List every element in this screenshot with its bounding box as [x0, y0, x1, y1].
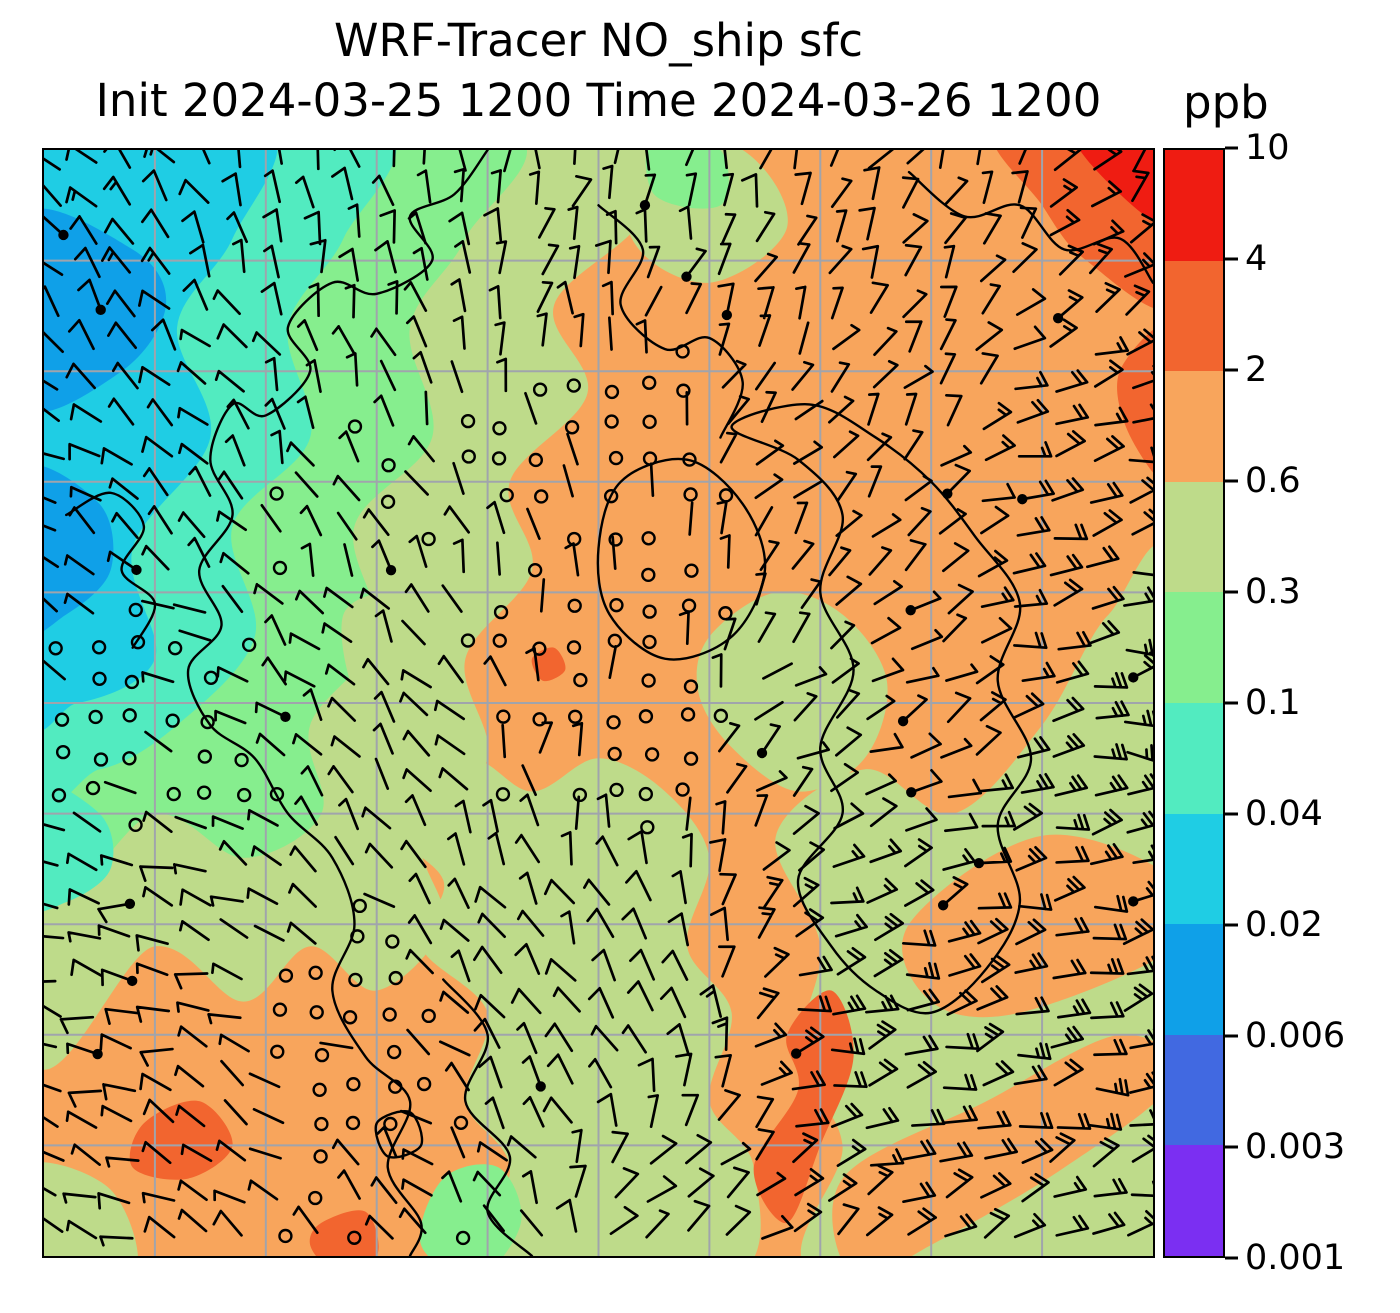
colorbar-segment [1165, 1034, 1223, 1146]
colorbar-tick [1225, 479, 1238, 483]
colorbar-segment [1165, 371, 1223, 482]
colorbar: 10 4 2 0.6 0.3 0.1 0.04 0.02 0.006 0.003 0.001 [1163, 128, 1400, 1278]
colorbar-segment [1165, 813, 1223, 925]
colorbar-segment [1165, 150, 1223, 261]
colorbar-tick [1225, 368, 1238, 372]
colorbar-segment [1165, 1145, 1223, 1256]
colorbar-segment [1165, 924, 1223, 1035]
colorbar-tick [1225, 1034, 1238, 1038]
colorbar-tick [1225, 701, 1238, 705]
colorbar-tick [1225, 812, 1238, 816]
colorbar-segment [1165, 592, 1223, 703]
colorbar-tick-label: 4 [1245, 239, 1268, 279]
colorbar-tick [1225, 590, 1238, 594]
colorbar-tick-label: 2 [1245, 350, 1268, 390]
colorbar-tick-label: 0.003 [1245, 1127, 1346, 1167]
colorbar-tick-label: 0.3 [1245, 572, 1301, 612]
colorbar-tick-label: 0.02 [1245, 905, 1323, 945]
plot-title: WRF-Tracer NO_ship sfc [334, 14, 863, 67]
colorbar-tick-label: 0.001 [1245, 1238, 1346, 1278]
colorbar-segment [1165, 702, 1223, 814]
colorbar-tick [1225, 1145, 1238, 1149]
colorbar-tick-label: 10 [1245, 128, 1290, 168]
colorbar-tick-label: 0.6 [1245, 461, 1301, 501]
colorbar-bar [1163, 148, 1225, 1258]
map-plot-area [42, 148, 1155, 1258]
colorbar-segment [1165, 260, 1223, 372]
colorbar-tick-label: 0.1 [1245, 683, 1301, 723]
colorbar-tick-label: 0.04 [1245, 794, 1323, 834]
colorbar-tick [1225, 923, 1238, 927]
colorbar-tick-label: 0.006 [1245, 1016, 1346, 1056]
plot-subtitle: Init 2024-03-25 1200 Time 2024-03-26 120… [95, 74, 1102, 127]
map-svg [44, 150, 1153, 1256]
colorbar-units-label: ppb [1183, 76, 1269, 129]
colorbar-tick [1225, 1256, 1238, 1260]
colorbar-tick [1225, 146, 1238, 150]
colorbar-segment [1165, 481, 1223, 593]
colorbar-tick [1225, 257, 1238, 261]
